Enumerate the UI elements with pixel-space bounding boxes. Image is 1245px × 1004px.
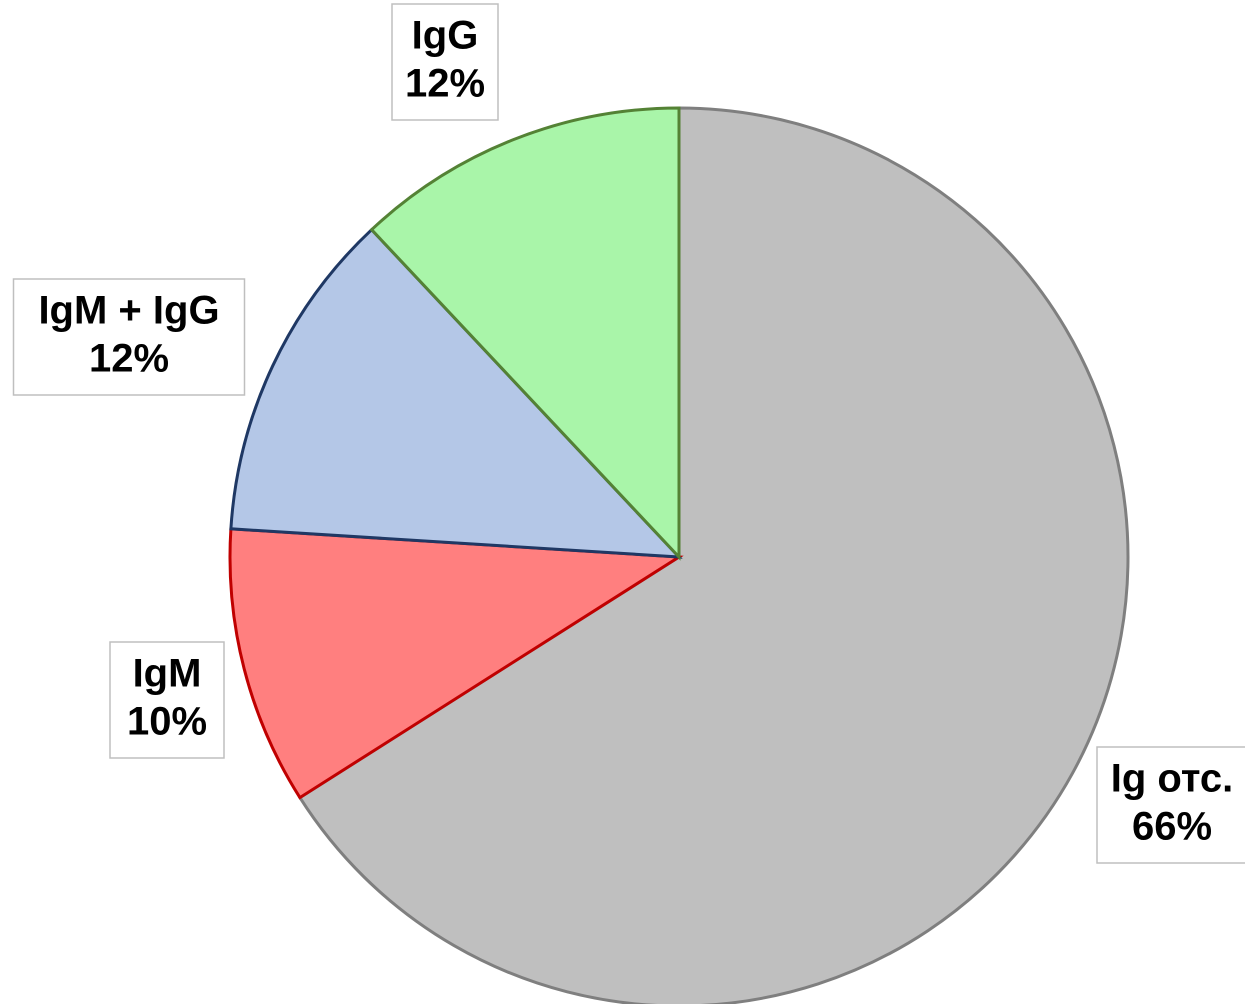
pie-slice (297, 106, 1130, 1004)
slice-value-label: 12% (405, 62, 485, 106)
slice-label: IgM + IgG (38, 289, 219, 333)
label-box (1096, 746, 1245, 864)
pie-slice (229, 227, 683, 559)
slice-label: IgG (412, 14, 479, 58)
slice-value-label: 10% (127, 700, 207, 744)
label-box (12, 278, 246, 396)
slice-value-label: 12% (89, 337, 169, 381)
label-box (109, 641, 225, 759)
pie-slice (369, 106, 681, 561)
slice-label: IgM (133, 652, 202, 696)
pie-slice (228, 527, 684, 800)
label-box (391, 3, 499, 121)
slice-value-label: 66% (1132, 805, 1212, 849)
slice-label: Ig отс. (1111, 757, 1234, 801)
